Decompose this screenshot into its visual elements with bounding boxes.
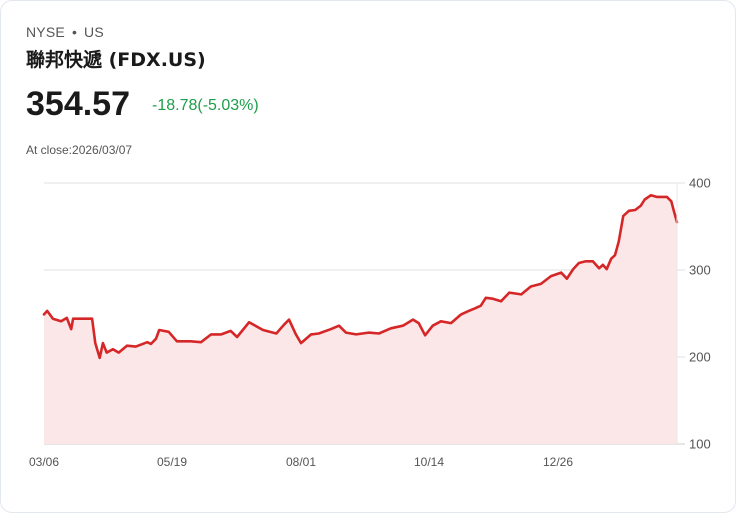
x-tick-label: 10/14 [414, 455, 444, 469]
close-timestamp: At close:2026/03/07 [26, 143, 133, 157]
y-tick-label: 100 [689, 437, 711, 452]
exchange-name: NYSE [26, 24, 65, 40]
stock-title: 聯邦快遞 (FDX.US) [26, 49, 206, 71]
x-tick-label: 12/26 [543, 455, 573, 469]
price-change: -18.78(-5.03%) [152, 97, 259, 114]
exchange-label: NYSE • US [26, 24, 104, 40]
x-tick-label: 05/19 [157, 455, 187, 469]
price-chart[interactable]: 400 300 200 100 03/06 05/19 08/01 10/14 12/26 [1, 171, 736, 481]
region-name: US [84, 24, 104, 40]
x-tick-label: 08/01 [286, 455, 316, 469]
y-tick-label: 200 [689, 350, 711, 365]
price-area-fill [44, 195, 677, 444]
chart-svg: 400 300 200 100 03/06 05/19 08/01 10/14 12/26 [29, 176, 711, 470]
x-axis-ticks: 03/06 05/19 08/01 10/14 12/26 [29, 455, 573, 469]
y-tick-label: 300 [689, 263, 711, 278]
stock-price: 354.57 [26, 85, 130, 123]
separator-dot: • [71, 24, 78, 40]
y-axis-ticks: 400 300 200 100 [689, 176, 711, 452]
y-tick-label: 400 [689, 176, 711, 191]
price-line [42, 193, 679, 360]
x-tick-label: 03/06 [29, 455, 59, 469]
